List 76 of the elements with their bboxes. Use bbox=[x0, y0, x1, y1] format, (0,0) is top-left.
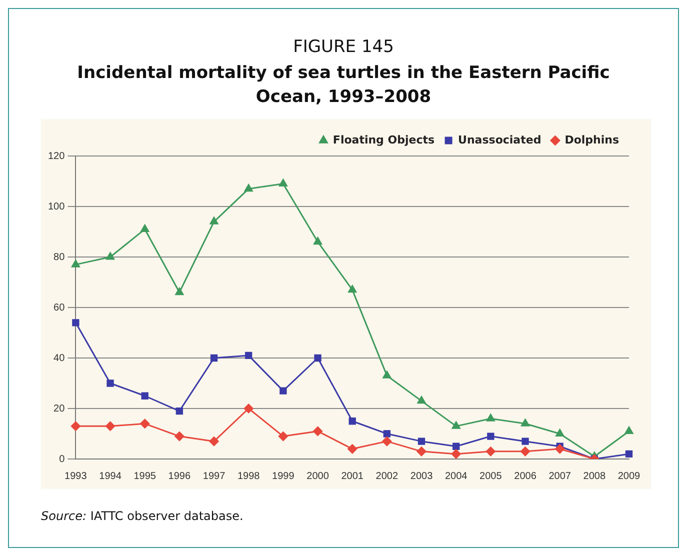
y-tick-label: 100 bbox=[48, 201, 66, 212]
point bbox=[71, 260, 80, 268]
y-tick-label: 40 bbox=[54, 352, 66, 364]
x-tick-label: 1995 bbox=[134, 470, 156, 482]
legend-label: Unassociated bbox=[458, 133, 542, 146]
point bbox=[175, 288, 184, 296]
point bbox=[245, 352, 252, 360]
x-tick-label: 1996 bbox=[168, 470, 191, 482]
point bbox=[382, 370, 392, 378]
point bbox=[383, 430, 391, 438]
point bbox=[624, 426, 634, 434]
point bbox=[382, 436, 392, 446]
point bbox=[280, 387, 287, 394]
x-tick-label: 2002 bbox=[376, 470, 398, 482]
x-tick-label: 2001 bbox=[341, 470, 364, 482]
x-tick-label: 2004 bbox=[444, 470, 468, 482]
point bbox=[416, 446, 426, 456]
source-note: Source: IATTC observer database. bbox=[41, 509, 244, 523]
point bbox=[348, 418, 356, 425]
point bbox=[520, 446, 530, 456]
point bbox=[625, 450, 633, 458]
point bbox=[486, 414, 495, 422]
point bbox=[210, 354, 218, 362]
point bbox=[521, 418, 530, 426]
point bbox=[348, 285, 357, 293]
x-tick-label: 2005 bbox=[480, 470, 502, 482]
y-tick-label: 20 bbox=[54, 403, 66, 414]
point bbox=[556, 429, 564, 436]
point bbox=[348, 444, 358, 454]
x-tick-label: 1998 bbox=[237, 470, 260, 482]
point bbox=[140, 224, 150, 232]
y-tick-label: 80 bbox=[54, 252, 66, 263]
point bbox=[210, 216, 218, 224]
legend-label: Floating Objects bbox=[332, 133, 435, 146]
point bbox=[314, 237, 322, 245]
point bbox=[451, 449, 461, 459]
x-tick-label: 1993 bbox=[64, 470, 88, 482]
y-tick-label: 120 bbox=[48, 150, 66, 162]
point bbox=[174, 432, 184, 442]
y-tick-label: 60 bbox=[54, 302, 66, 314]
x-tick-label: 2006 bbox=[514, 470, 537, 482]
point bbox=[70, 421, 80, 431]
point bbox=[452, 421, 460, 429]
x-tick-label: 2003 bbox=[410, 470, 434, 482]
point bbox=[487, 432, 494, 440]
point bbox=[417, 396, 426, 404]
point bbox=[209, 436, 219, 446]
point bbox=[106, 421, 116, 431]
x-tick-label: 2008 bbox=[583, 470, 606, 482]
x-tick-label: 2009 bbox=[618, 470, 641, 482]
point bbox=[176, 407, 184, 415]
point bbox=[278, 432, 288, 442]
point bbox=[486, 446, 496, 456]
x-tick-label: 1997 bbox=[202, 470, 226, 482]
point bbox=[72, 319, 80, 326]
chart-title: FIGURE 145 bbox=[292, 37, 395, 57]
point bbox=[555, 444, 565, 454]
legend-label: Dolphins bbox=[564, 133, 620, 146]
x-tick-label: 2007 bbox=[548, 470, 572, 482]
point bbox=[140, 418, 150, 428]
point bbox=[278, 179, 288, 187]
x-tick-label: 2000 bbox=[306, 470, 330, 482]
y-tick-label: 0 bbox=[59, 454, 66, 465]
point bbox=[522, 438, 529, 445]
point bbox=[244, 404, 254, 414]
point bbox=[418, 438, 426, 445]
x-tick-label: 1999 bbox=[272, 470, 295, 482]
point bbox=[141, 392, 148, 400]
point bbox=[313, 426, 323, 436]
point bbox=[106, 380, 114, 387]
point bbox=[106, 252, 114, 260]
x-tick-label: 1994 bbox=[99, 470, 122, 482]
point bbox=[452, 442, 460, 450]
chart-subtitle: Incidental mortality of sea turtles in the Eastern Pacific Ocean, 1993–2008 bbox=[76, 62, 611, 109]
point bbox=[244, 184, 253, 192]
point bbox=[314, 354, 322, 362]
